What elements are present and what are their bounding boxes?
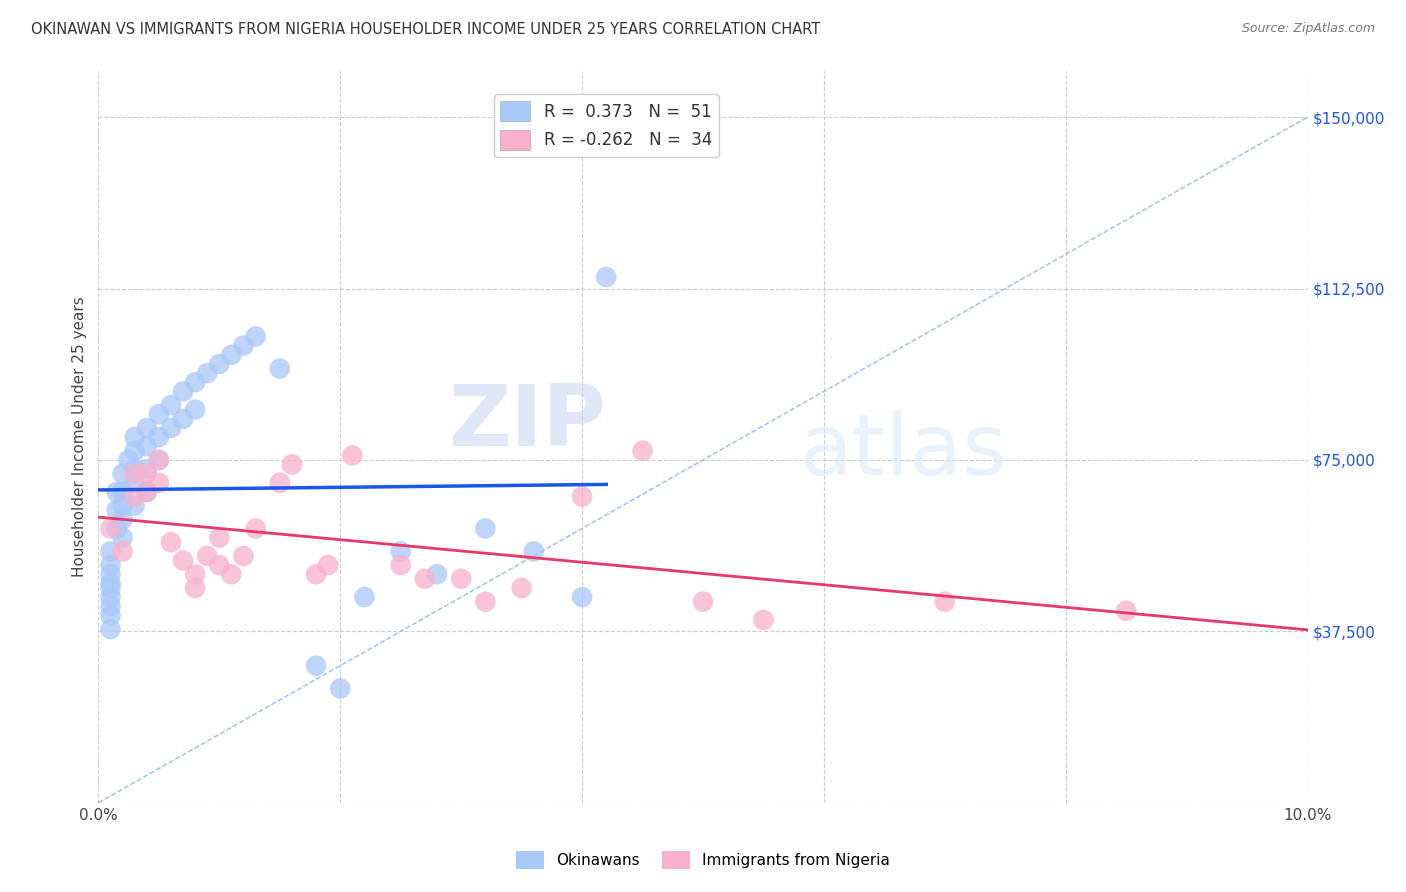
Point	[208, 357, 231, 371]
Point	[571, 490, 593, 504]
Point	[316, 558, 339, 573]
Point	[426, 567, 449, 582]
Point	[148, 453, 170, 467]
Point	[221, 567, 243, 582]
Point	[111, 467, 134, 481]
Point	[353, 590, 375, 604]
Point	[631, 443, 654, 458]
Point	[232, 338, 254, 352]
Text: ZIP: ZIP	[449, 381, 606, 464]
Point	[305, 567, 328, 582]
Point	[281, 458, 304, 472]
Point	[111, 531, 134, 545]
Point	[595, 270, 617, 285]
Point	[135, 484, 157, 499]
Point	[1115, 604, 1137, 618]
Point	[124, 443, 146, 458]
Point	[172, 384, 194, 399]
Point	[329, 681, 352, 696]
Point	[124, 490, 146, 504]
Point	[100, 590, 122, 604]
Point	[752, 613, 775, 627]
Point	[100, 599, 122, 614]
Point	[692, 594, 714, 608]
Point	[245, 329, 267, 343]
Point	[269, 475, 291, 490]
Point	[305, 658, 328, 673]
Point	[148, 430, 170, 444]
Point	[208, 531, 231, 545]
Point	[100, 576, 122, 591]
Point	[124, 467, 146, 481]
Point	[195, 366, 218, 380]
Point	[100, 544, 122, 558]
Point	[111, 484, 134, 499]
Point	[124, 462, 146, 476]
Point	[342, 448, 364, 462]
Point	[269, 361, 291, 376]
Point	[208, 558, 231, 573]
Point	[184, 581, 207, 595]
Point	[160, 535, 183, 549]
Point	[389, 558, 412, 573]
Point	[124, 499, 146, 513]
Point	[124, 430, 146, 444]
Point	[148, 453, 170, 467]
Point	[111, 499, 134, 513]
Point	[105, 484, 128, 499]
Point	[184, 567, 207, 582]
Point	[450, 572, 472, 586]
Point	[184, 375, 207, 389]
Point	[474, 521, 496, 535]
Point	[474, 594, 496, 608]
Point	[172, 553, 194, 567]
Point	[389, 544, 412, 558]
Text: atlas: atlas	[800, 410, 1008, 493]
Point	[100, 521, 122, 535]
Point	[184, 402, 207, 417]
Point	[105, 503, 128, 517]
Point	[105, 521, 128, 535]
Point	[232, 549, 254, 563]
Point	[124, 475, 146, 490]
Point	[195, 549, 218, 563]
Point	[172, 411, 194, 425]
Point	[135, 421, 157, 435]
Legend: Okinawans, Immigrants from Nigeria: Okinawans, Immigrants from Nigeria	[510, 845, 896, 875]
Point	[111, 512, 134, 526]
Point	[523, 544, 546, 558]
Point	[100, 608, 122, 623]
Text: OKINAWAN VS IMMIGRANTS FROM NIGERIA HOUSEHOLDER INCOME UNDER 25 YEARS CORRELATIO: OKINAWAN VS IMMIGRANTS FROM NIGERIA HOUS…	[31, 22, 820, 37]
Point	[100, 558, 122, 573]
Point	[135, 462, 157, 476]
Point	[135, 439, 157, 453]
Point	[510, 581, 533, 595]
Point	[100, 581, 122, 595]
Point	[100, 622, 122, 636]
Point	[118, 453, 141, 467]
Point	[221, 348, 243, 362]
Point	[934, 594, 956, 608]
Text: Source: ZipAtlas.com: Source: ZipAtlas.com	[1241, 22, 1375, 36]
Point	[245, 521, 267, 535]
Y-axis label: Householder Income Under 25 years: Householder Income Under 25 years	[72, 297, 87, 577]
Point	[111, 544, 134, 558]
Point	[160, 398, 183, 412]
Point	[148, 475, 170, 490]
Point	[148, 407, 170, 421]
Point	[135, 467, 157, 481]
Point	[100, 567, 122, 582]
Point	[160, 421, 183, 435]
Point	[571, 590, 593, 604]
Legend: R =  0.373   N =  51, R = -0.262   N =  34: R = 0.373 N = 51, R = -0.262 N = 34	[494, 95, 718, 157]
Point	[135, 484, 157, 499]
Point	[413, 572, 436, 586]
